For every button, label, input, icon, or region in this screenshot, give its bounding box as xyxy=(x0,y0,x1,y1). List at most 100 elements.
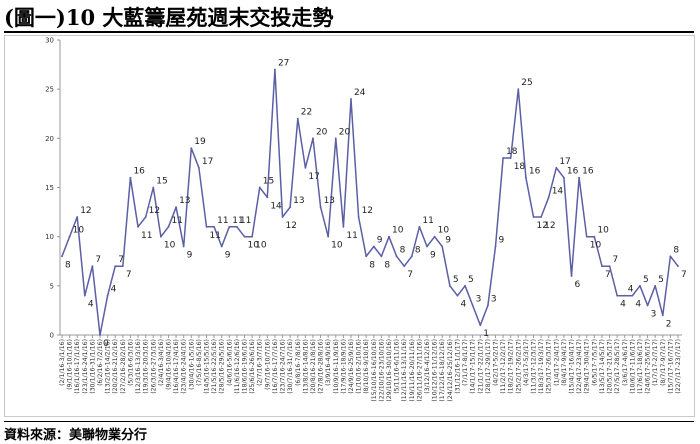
data-label: 14 xyxy=(552,186,564,196)
data-label: 10 xyxy=(438,226,450,236)
data-label: 9 xyxy=(225,251,231,261)
data-point xyxy=(448,284,451,287)
data-point xyxy=(197,166,200,169)
data-label: 17 xyxy=(559,157,570,167)
data-point xyxy=(563,176,565,179)
data-label: 5 xyxy=(453,275,459,285)
data-point xyxy=(350,98,352,100)
data-point xyxy=(274,68,276,71)
title-divider xyxy=(4,31,694,33)
data-label: 11 xyxy=(171,216,182,226)
y-tick-label: 30 xyxy=(45,37,54,45)
x-tick-label: (23/4/16-24/4/16) xyxy=(181,339,188,394)
x-tick-label: (21/1/17-22/1/17) xyxy=(477,339,484,394)
x-tick-label: (16/7/16-17/7/16) xyxy=(272,339,279,394)
data-point xyxy=(129,176,132,179)
data-label: 18 xyxy=(506,147,518,157)
data-label: 12 xyxy=(362,206,373,216)
data-point xyxy=(418,225,421,228)
y-tick-label: 5 xyxy=(50,282,54,290)
data-label: 10 xyxy=(590,241,602,251)
x-tick-label: (2/7/16-3/7/16) xyxy=(257,339,264,386)
data-point xyxy=(403,265,406,268)
x-tick-label: (17/9/16-18/9/16) xyxy=(340,339,347,394)
x-tick-label: (7/1/17-8/1/17) xyxy=(462,339,469,386)
x-tick-label: (3/6/17-4/6/17) xyxy=(622,339,629,386)
data-point xyxy=(570,275,573,277)
data-label: 18 xyxy=(514,162,526,172)
data-point xyxy=(304,166,307,169)
data-label: 7 xyxy=(613,255,619,265)
data-point xyxy=(289,206,292,209)
data-point xyxy=(236,225,238,228)
data-label: 12 xyxy=(544,221,555,231)
chart-frame xyxy=(4,35,695,417)
x-tick-label: (9/4/16-10/4/16) xyxy=(165,339,172,390)
data-point xyxy=(137,225,139,228)
x-axis: (2/1/16-3/1/16) (9/1/16-10/1/16) (16/1/16-… xyxy=(59,334,682,402)
x-tick-label: (25/2/17-26/2/17) xyxy=(515,339,522,394)
data-label: 3 xyxy=(476,295,482,305)
x-tick-label: (11/3/17-12/3/17) xyxy=(531,339,538,394)
data-point xyxy=(426,245,428,248)
data-label: 10 xyxy=(392,226,404,236)
y-axis: 0 5 10 15 20 25 30 xyxy=(45,37,61,340)
data-label: 7 xyxy=(407,270,413,280)
x-tick-label: (24/6/17-25/6/17) xyxy=(645,339,652,394)
data-label: 20 xyxy=(339,127,351,137)
data-point xyxy=(372,245,375,248)
data-point xyxy=(525,176,527,179)
data-label: 6 xyxy=(575,280,581,290)
data-point xyxy=(68,235,71,238)
data-point xyxy=(175,206,177,209)
x-tick-label: (4/2/17-5/2/17) xyxy=(492,339,499,386)
data-label: 1 xyxy=(483,329,489,339)
x-tick-label: (14/1/17-15/1/17) xyxy=(470,339,477,394)
data-label: 10 xyxy=(73,226,85,236)
data-point xyxy=(380,255,383,258)
data-label: 11 xyxy=(217,216,228,226)
data-point xyxy=(319,206,322,209)
data-label: 11 xyxy=(240,216,251,226)
data-point xyxy=(114,265,117,268)
data-point xyxy=(479,324,482,327)
data-label: 4 xyxy=(460,300,466,310)
data-point xyxy=(251,235,254,238)
x-tick-label: (15/4/17-16/4/17) xyxy=(569,339,576,394)
data-label: 7 xyxy=(126,270,132,280)
y-tick-label: 0 xyxy=(50,332,54,340)
x-tick-label: (12/3/16-13/3/16) xyxy=(135,339,142,394)
x-tick-label: (3/12/16-4/12/16) xyxy=(424,339,431,394)
x-tick-label: (17/12/16-18/12/16) xyxy=(439,339,446,402)
data-point xyxy=(152,186,155,189)
x-tick-label: (30/4/16-1/5/16) xyxy=(188,339,195,390)
x-tick-label: (25/3/17-26/3/17) xyxy=(546,339,553,394)
data-label: 12 xyxy=(80,206,91,216)
x-tick-label: (21/5/16-22/5/16) xyxy=(211,339,218,394)
data-label: 17 xyxy=(202,157,213,167)
data-label: 13 xyxy=(179,196,190,206)
data-point xyxy=(593,235,596,238)
data-point xyxy=(631,294,634,297)
data-point xyxy=(296,117,299,120)
data-label: 7 xyxy=(95,255,101,265)
y-tick-label: 20 xyxy=(45,135,54,143)
data-label: 14 xyxy=(270,201,282,211)
x-tick-label: (16/1/16-17/1/16) xyxy=(74,339,81,394)
x-tick-label: (29/4/17-30/4/17) xyxy=(584,339,591,394)
x-tick-label: (19/11/16-20/11/16) xyxy=(409,339,416,402)
data-label: 12 xyxy=(149,206,160,216)
data-point xyxy=(486,304,489,307)
data-point xyxy=(639,284,641,287)
data-point xyxy=(228,225,231,228)
x-tick-label: (6/8/16-7/8/16) xyxy=(295,339,302,386)
data-point xyxy=(327,235,330,238)
data-label: 5 xyxy=(658,275,664,285)
x-tick-label: (22/4/17-23/4/17) xyxy=(576,339,583,394)
data-label: 5 xyxy=(643,275,649,285)
x-tick-label: (24/12/16-25/12/16) xyxy=(447,339,454,402)
data-label: 7 xyxy=(605,270,611,280)
data-label: 22 xyxy=(301,108,312,118)
data-label: 13 xyxy=(324,196,335,206)
data-point xyxy=(61,255,63,258)
